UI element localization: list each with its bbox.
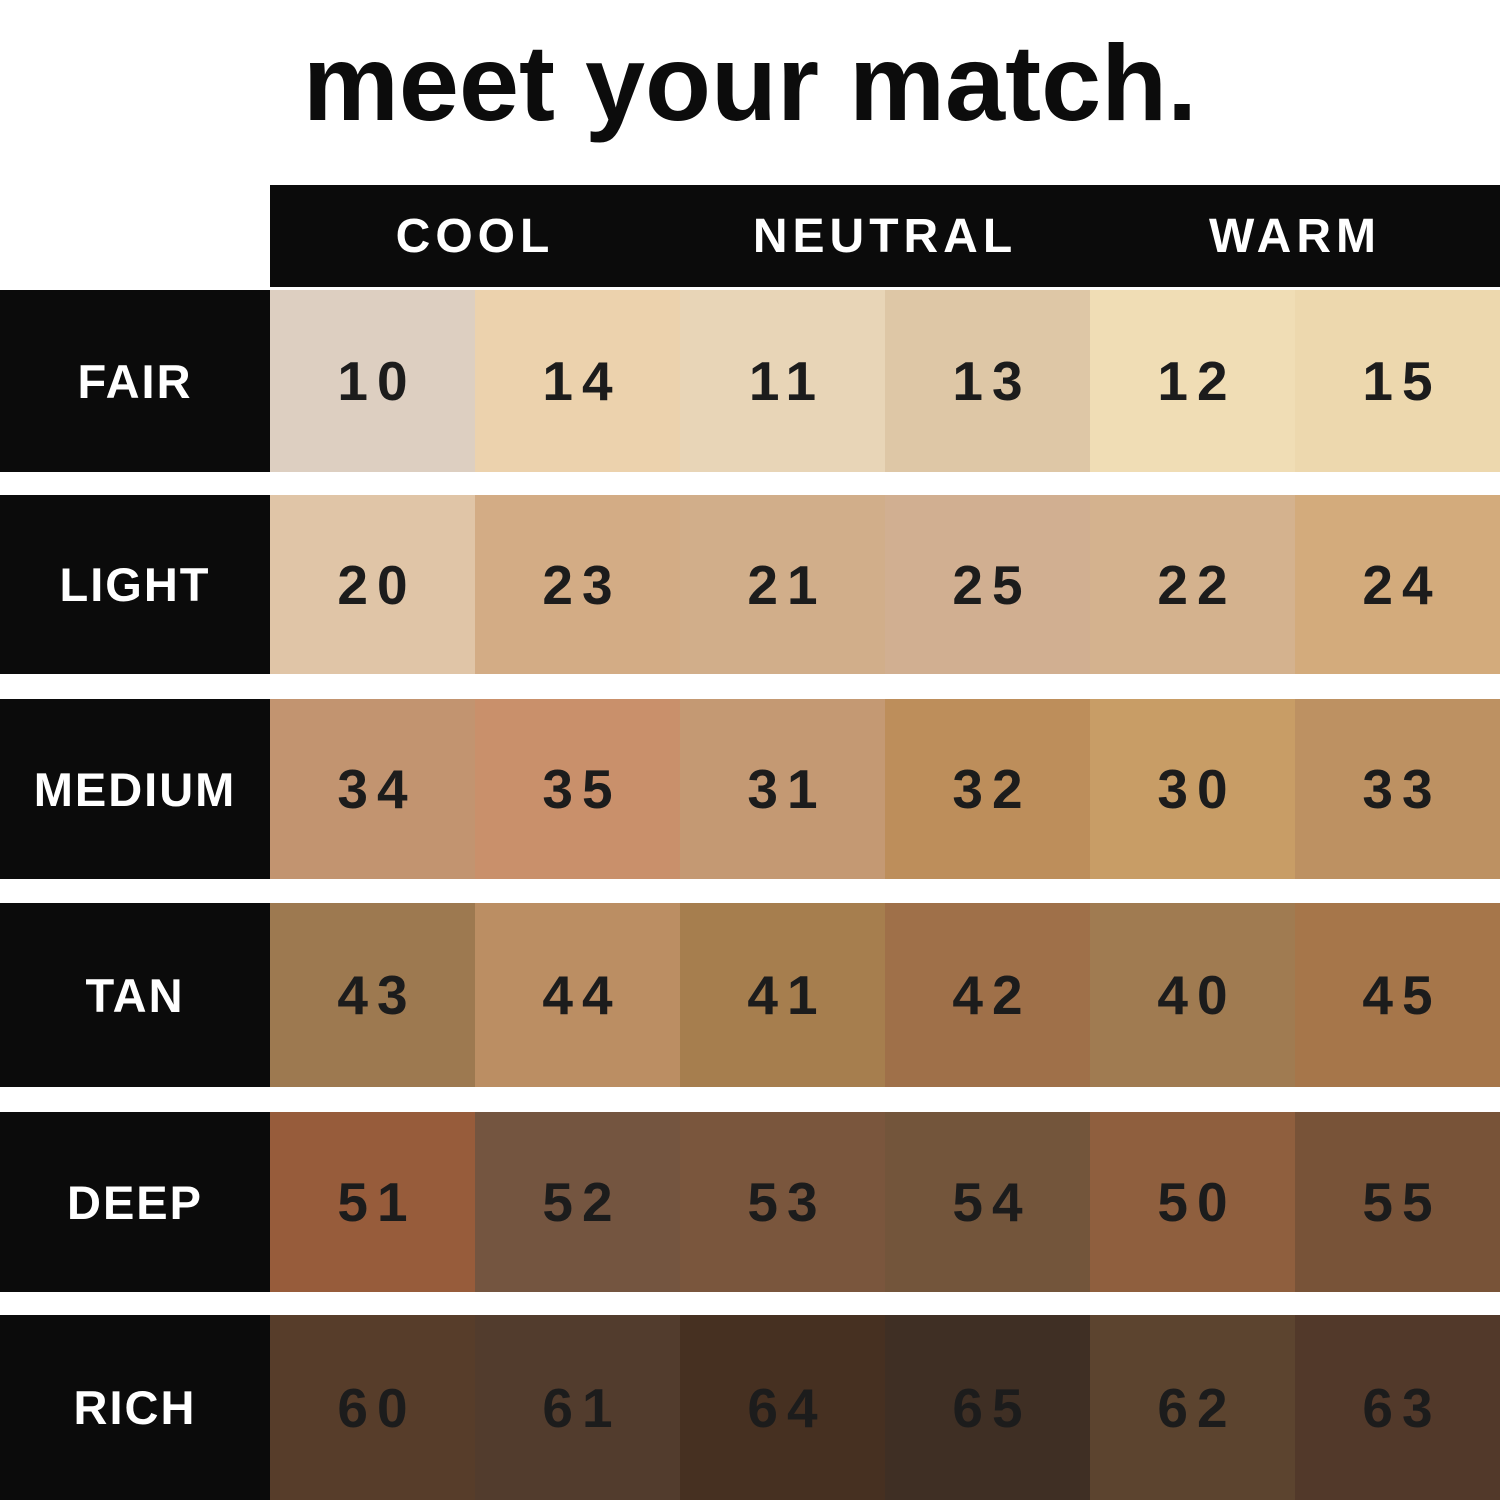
shade-number: 11	[748, 350, 826, 412]
shade-swatch-53: 53	[680, 1112, 885, 1292]
shade-swatch-22: 22	[1090, 495, 1295, 674]
shade-swatch-33: 33	[1295, 699, 1500, 879]
shade-number: 30	[1157, 758, 1237, 820]
row-swatches: 43 44 41 42 40 45	[270, 903, 1500, 1087]
shade-swatch-15: 15	[1295, 290, 1500, 472]
row-swatches: 34 35 31 32 30 33	[270, 699, 1500, 879]
shade-swatch-64: 64	[680, 1315, 885, 1500]
shade-number: 63	[1362, 1376, 1442, 1439]
shade-number: 35	[542, 758, 622, 820]
row-swatches: 10 14 11 13 12 15	[270, 290, 1500, 472]
shade-swatch-50: 50	[1090, 1112, 1295, 1292]
shade-swatch-40: 40	[1090, 903, 1295, 1087]
shade-swatch-65: 65	[885, 1315, 1090, 1500]
shade-number: 22	[1157, 553, 1237, 616]
shade-number: 64	[747, 1376, 827, 1439]
column-header-neutral: NEUTRAL	[752, 209, 1018, 263]
shade-swatch-34: 34	[270, 699, 475, 879]
shade-swatch-10: 10	[270, 290, 475, 472]
shade-number: 60	[337, 1376, 417, 1439]
column-header-cool: COOL	[395, 209, 555, 263]
shade-number: 52	[542, 1171, 622, 1233]
shade-row-tan: TAN 43 44 41 42 40 45	[0, 903, 1500, 1087]
shade-number: 32	[952, 758, 1032, 820]
shade-swatch-41: 41	[680, 903, 885, 1087]
shade-swatch-44: 44	[475, 903, 680, 1087]
row-swatches: 20 23 21 25 22 24	[270, 495, 1500, 674]
shade-swatch-21: 21	[680, 495, 885, 674]
shade-number: 55	[1362, 1171, 1442, 1233]
shade-number: 61	[542, 1376, 622, 1439]
shade-swatch-32: 32	[885, 699, 1090, 879]
shade-number: 44	[542, 964, 622, 1026]
shade-number: 10	[337, 350, 417, 412]
shade-row-light: LIGHT 20 23 21 25 22 24	[0, 495, 1500, 674]
column-header-warm: WARM	[1209, 209, 1381, 263]
shade-number: 65	[952, 1376, 1032, 1439]
shade-swatch-55: 55	[1295, 1112, 1500, 1292]
row-label-medium: MEDIUM	[0, 699, 270, 879]
shade-swatch-51: 51	[270, 1112, 475, 1292]
page-title: meet your match.	[302, 22, 1198, 143]
row-label-rich: RICH	[0, 1315, 270, 1500]
shade-swatch-62: 62	[1090, 1315, 1295, 1500]
row-label-light: LIGHT	[0, 495, 270, 674]
shade-swatch-24: 24	[1295, 495, 1500, 674]
shade-swatch-11: 11	[680, 290, 885, 472]
row-label-deep: DEEP	[0, 1112, 270, 1292]
shade-number: 34	[337, 758, 417, 820]
shade-number: 50	[1157, 1171, 1237, 1233]
shade-number: 25	[952, 553, 1032, 616]
shade-number: 24	[1362, 553, 1442, 616]
shade-swatch-25: 25	[885, 495, 1090, 674]
shade-swatch-20: 20	[270, 495, 475, 674]
shade-number: 62	[1157, 1376, 1237, 1439]
row-label-fair: FAIR	[0, 290, 270, 472]
shade-swatch-61: 61	[475, 1315, 680, 1500]
shade-number: 43	[337, 964, 417, 1026]
shade-swatch-31: 31	[680, 699, 885, 879]
shade-row-medium: MEDIUM 34 35 31 32 30 33	[0, 699, 1500, 879]
shade-number: 33	[1362, 758, 1442, 820]
undertone-header-bar: COOL NEUTRAL WARM	[270, 185, 1500, 287]
shade-number: 14	[542, 350, 622, 412]
shade-number: 12	[1157, 350, 1237, 412]
shade-number: 23	[542, 553, 622, 616]
shade-swatch-23: 23	[475, 495, 680, 674]
shade-number: 15	[1362, 350, 1442, 412]
shade-number: 31	[747, 758, 827, 820]
shade-swatch-60: 60	[270, 1315, 475, 1500]
shade-swatch-45: 45	[1295, 903, 1500, 1087]
shade-swatch-13: 13	[885, 290, 1090, 472]
shade-swatch-35: 35	[475, 699, 680, 879]
row-label-tan: TAN	[0, 903, 270, 1087]
shade-number: 40	[1157, 964, 1237, 1026]
row-swatches: 51 52 53 54 50 55	[270, 1112, 1500, 1292]
shade-number: 45	[1362, 964, 1442, 1026]
shade-number: 42	[952, 964, 1032, 1026]
shade-swatch-14: 14	[475, 290, 680, 472]
shade-row-rich: RICH 60 61 64 65 62 63	[0, 1315, 1500, 1500]
shade-swatch-52: 52	[475, 1112, 680, 1292]
shade-number: 21	[747, 553, 827, 616]
shade-swatch-43: 43	[270, 903, 475, 1087]
shade-number: 41	[747, 964, 827, 1026]
shade-swatch-54: 54	[885, 1112, 1090, 1292]
shade-number: 53	[747, 1171, 827, 1233]
shade-number: 51	[337, 1171, 417, 1233]
shade-swatch-30: 30	[1090, 699, 1295, 879]
shade-row-deep: DEEP 51 52 53 54 50 55	[0, 1112, 1500, 1292]
shade-row-fair: FAIR 10 14 11 13 12 15	[0, 290, 1500, 472]
shade-number: 54	[952, 1171, 1032, 1233]
shade-swatch-63: 63	[1295, 1315, 1500, 1500]
shade-number: 13	[952, 350, 1032, 412]
row-swatches: 60 61 64 65 62 63	[270, 1315, 1500, 1500]
shade-swatch-42: 42	[885, 903, 1090, 1087]
shade-swatch-12: 12	[1090, 290, 1295, 472]
shade-number: 20	[337, 553, 417, 616]
